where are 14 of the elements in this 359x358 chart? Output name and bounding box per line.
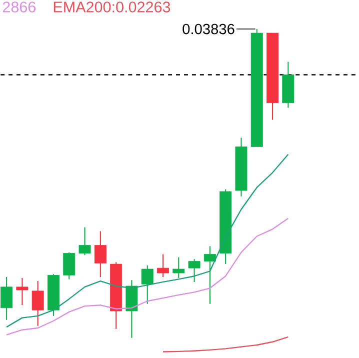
- candlestick: [16, 278, 28, 306]
- candlestick: [78, 226, 91, 256]
- annotation: 0.03836: [182, 24, 234, 34]
- text: 2866: [2, 2, 36, 12]
- candlestick: [94, 230, 106, 278]
- candlestick: [32, 280, 44, 326]
- candlestick: [172, 256, 185, 279]
- candlestick: [157, 254, 169, 278]
- candlestick: [63, 252, 76, 280]
- text: EMA200:0.02263: [54, 2, 170, 12]
- candlestick: [188, 258, 200, 283]
- candlestick: [141, 264, 154, 305]
- candlestick: [0, 276, 13, 321]
- candlestick: [204, 246, 216, 305]
